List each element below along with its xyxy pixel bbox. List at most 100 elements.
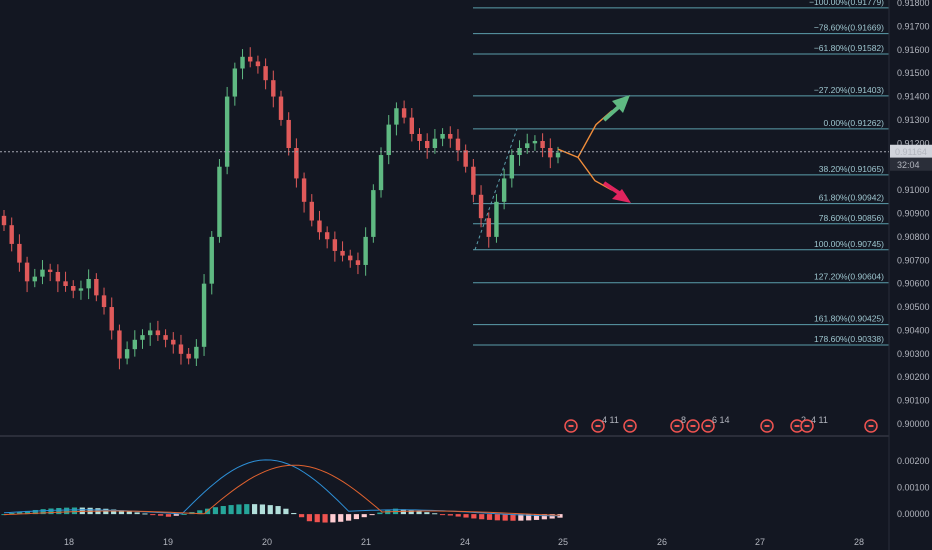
candle-body bbox=[232, 68, 238, 97]
fibonacci-levels[interactable]: −100.00%(0.91779) −78.60%(0.91669) −61.80%… bbox=[473, 0, 889, 346]
macd-histogram-bar bbox=[306, 514, 313, 522]
current-price-label: 0.91164 bbox=[895, 147, 927, 157]
macd-axis[interactable]: 0.00200 0.00100 0.00000 bbox=[897, 456, 930, 519]
macd-histogram-bar bbox=[486, 514, 493, 520]
fib-level-label: 61.80%(0.90942) bbox=[819, 193, 884, 203]
macd-histogram-bar bbox=[24, 510, 31, 515]
macd-histogram-bar bbox=[244, 504, 250, 515]
candle-body bbox=[194, 346, 199, 359]
macd-histogram-bar bbox=[283, 508, 289, 515]
candle-body bbox=[548, 148, 553, 158]
candle-body bbox=[486, 218, 491, 237]
macd-histogram-bar bbox=[40, 509, 46, 515]
macd-histogram-bar bbox=[181, 513, 187, 515]
macd-pane bbox=[1, 459, 563, 523]
candle-body bbox=[271, 80, 276, 97]
candle-body bbox=[386, 124, 391, 156]
candle-body bbox=[163, 335, 168, 340]
candle-body bbox=[47, 269, 53, 272]
macd-histogram-bar bbox=[416, 511, 422, 515]
candle-body bbox=[324, 232, 330, 240]
event-marker-count: 2 bbox=[801, 415, 806, 425]
price-tick-label: 0.91500 bbox=[897, 68, 930, 78]
candle-body bbox=[224, 96, 230, 167]
macd-tick-label: 0.00100 bbox=[897, 483, 930, 493]
macd-histogram-bar bbox=[126, 511, 132, 515]
macd-histogram-bar bbox=[494, 514, 500, 521]
candle-body bbox=[432, 138, 438, 149]
event-marker-count: 8 bbox=[681, 415, 686, 425]
fib-level-label: 100.00%(0.90745) bbox=[814, 239, 884, 249]
candle-body bbox=[94, 278, 99, 296]
event-markers[interactable]: 4 11 8 6 14 2 4 11 bbox=[564, 415, 878, 433]
macd-histogram-bar bbox=[549, 514, 555, 519]
drawings[interactable] bbox=[474, 95, 631, 250]
price-tick-label: 0.91000 bbox=[897, 185, 930, 195]
candle-body bbox=[178, 344, 184, 354]
crosshair: 0.91164 32:04 bbox=[0, 144, 932, 171]
projection-down-path bbox=[577, 156, 613, 191]
event-marker-plus-h bbox=[690, 425, 696, 427]
candle-body bbox=[186, 353, 191, 359]
candle-body bbox=[378, 155, 384, 191]
time-tick-label: 19 bbox=[163, 537, 173, 547]
time-axis[interactable]: 18 19 20 21 24 25 26 27 28 bbox=[64, 537, 864, 547]
candle-body bbox=[155, 330, 161, 336]
candle-body bbox=[255, 61, 261, 67]
candle-body bbox=[509, 155, 515, 179]
candle-body bbox=[209, 236, 214, 284]
candle-body bbox=[32, 276, 37, 282]
macd-histogram-bar bbox=[212, 507, 219, 515]
candle-body bbox=[1, 215, 7, 226]
candle-body bbox=[117, 330, 122, 359]
fib-level-label: 78.60%(0.90856) bbox=[819, 213, 884, 223]
time-tick-label: 24 bbox=[460, 537, 470, 547]
time-tick-label: 26 bbox=[657, 537, 667, 547]
macd-histogram-bar bbox=[439, 514, 446, 516]
price-tick-label: 0.90100 bbox=[897, 396, 930, 406]
fib-level-label: −61.80%(0.91582) bbox=[814, 43, 884, 53]
candle-body bbox=[240, 56, 245, 69]
candle-body bbox=[171, 339, 176, 345]
macd-histogram-bar bbox=[533, 514, 540, 520]
macd-histogram-bar bbox=[56, 507, 62, 515]
candle-body bbox=[494, 201, 499, 237]
event-marker-plus-h bbox=[595, 425, 601, 427]
macd-histogram-bar bbox=[134, 512, 140, 515]
candle-body bbox=[124, 349, 130, 359]
price-axis[interactable]: 0.91800 0.91700 0.91600 0.91500 0.91400 0.913… bbox=[897, 0, 930, 429]
event-marker-plus-h bbox=[568, 425, 574, 427]
time-tick-label: 18 bbox=[64, 537, 74, 547]
time-tick-label: 25 bbox=[558, 537, 568, 547]
time-tick-label: 20 bbox=[262, 537, 272, 547]
macd-histogram-bar bbox=[150, 514, 156, 516]
macd-histogram-bar bbox=[158, 514, 164, 516]
fib-level-label: 0.00%(0.91262) bbox=[824, 118, 885, 128]
macd-histogram-bar bbox=[118, 510, 125, 515]
candle-body bbox=[201, 283, 207, 347]
candle-body bbox=[63, 281, 68, 287]
macd-histogram-bar bbox=[502, 514, 508, 521]
candle-body bbox=[55, 271, 61, 282]
price-tick-label: 0.91200 bbox=[897, 138, 930, 148]
macd-histogram-bar bbox=[267, 505, 273, 515]
macd-histogram-bar bbox=[432, 513, 438, 515]
event-marker-plus-h bbox=[794, 425, 800, 427]
macd-histogram-bar bbox=[236, 504, 242, 515]
candlesticks bbox=[1, 47, 561, 370]
price-tick-label: 0.90800 bbox=[897, 232, 930, 242]
signal-line bbox=[3, 464, 561, 516]
countdown-box bbox=[890, 157, 932, 171]
macd-histogram-bar bbox=[173, 514, 179, 516]
macd-histogram-bar bbox=[314, 514, 320, 523]
macd-histogram-bar bbox=[79, 507, 85, 515]
candle-body bbox=[71, 286, 76, 291]
candle-body bbox=[409, 117, 415, 134]
candle-body bbox=[9, 225, 14, 244]
price-tick-label: 0.90400 bbox=[897, 325, 930, 335]
macd-histogram-bar bbox=[251, 504, 258, 515]
macd-histogram-bar bbox=[228, 505, 234, 515]
candle-body bbox=[355, 260, 361, 265]
